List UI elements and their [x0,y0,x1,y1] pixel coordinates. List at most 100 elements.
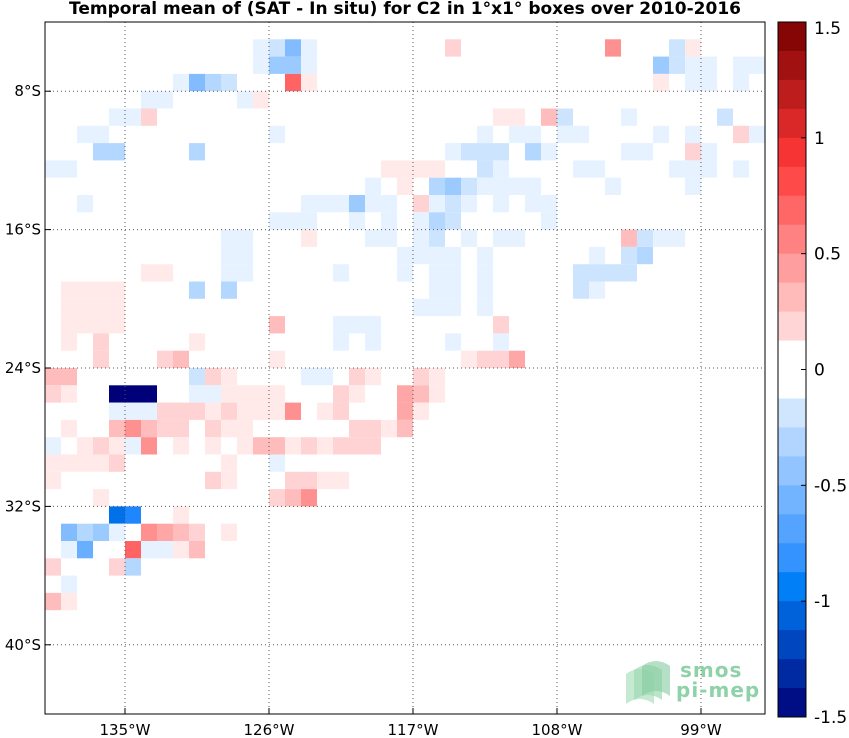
heatmap-cell [45,368,61,386]
heatmap-cell [349,437,365,455]
heatmap-cell [317,195,333,213]
heatmap-cell [61,368,77,386]
heatmap-cell [301,437,317,455]
colorbar-tick-label: 0.5 [814,245,841,265]
heatmap-cell [109,143,125,161]
y-tick-label: 24°S [5,359,41,377]
colorbar-step [778,311,806,342]
heatmap-cell [269,402,285,420]
heatmap-cell [701,160,717,178]
heatmap-cell [477,160,493,178]
heatmap-cell [429,385,445,403]
colorbar-step [778,195,806,226]
heatmap-cell [253,437,269,455]
colorbar-step [778,659,806,689]
heatmap-cell [173,402,189,420]
heatmap-cell [253,56,269,74]
colorbar-step [778,688,806,718]
heatmap-cell [477,246,493,265]
heatmap-cell [77,298,93,317]
heatmap-cell [157,91,173,109]
heatmap-cell [445,246,461,265]
heatmap-cell [317,437,333,455]
colorbar-step [778,398,806,428]
heatmap-cell [317,368,333,386]
heatmap-cell [413,368,429,386]
heatmap-cell [381,160,397,178]
heatmap-cell [461,177,477,195]
heatmap-cell [477,264,493,282]
heatmap-cell [477,298,493,317]
colorbar-step [778,572,806,602]
heatmap-cells [45,39,765,611]
heatmap-cell [445,333,461,351]
heatmap-cell [125,558,141,576]
heatmap-cell [269,39,285,57]
heatmap-cell [525,177,541,195]
heatmap-cell [221,419,237,438]
heatmap-cell [653,229,669,247]
heatmap-cell [109,454,125,472]
heatmap-cell [493,229,509,247]
graticule [45,22,765,714]
heatmap-cell [189,368,205,386]
heatmap-cell [301,195,317,213]
y-tick-label: 32°S [5,497,41,515]
heatmap-cell [333,471,349,490]
heatmap-cell [237,264,253,282]
heatmap-cell [493,177,509,195]
heatmap-cell [45,385,61,403]
heatmap-cell [349,212,365,230]
colorbar-step [778,456,806,486]
heatmap-cell [365,316,381,334]
heatmap-cell [317,471,333,490]
heatmap-cell [413,229,429,247]
heatmap-cell [93,316,109,334]
heatmap-cell [61,419,77,438]
heatmap-cell [45,558,61,576]
heatmap-cell [477,281,493,299]
heatmap-cell [573,264,589,282]
heatmap-cell [45,592,61,611]
heatmap-cell [349,316,365,334]
heatmap-cell [221,246,237,265]
heatmap-cell [397,160,413,178]
heatmap-cell [77,316,93,334]
heatmap-cell [637,229,653,247]
colorbar-step [778,543,806,573]
heatmap-cell [365,177,381,195]
colorbar-step [778,253,806,284]
heatmap-cell [221,281,237,299]
heatmap-cell [141,108,157,126]
colorbar-step [778,485,806,515]
colorbar-step [778,427,806,457]
heatmap-cell [605,177,621,195]
heatmap-cell [333,402,349,420]
heatmap-cell [397,264,413,282]
y-tick-label: 8°S [14,82,41,100]
longitude-ticks: 135°W 126°W 117°W 108°W 99°W [100,708,722,738]
heatmap-cell [365,333,381,351]
heatmap-cell [701,73,717,92]
heatmap-cell [125,437,141,455]
heatmap-cell [477,125,493,144]
heatmap-cell [669,229,685,247]
heatmap-cell [461,143,477,161]
heatmap-cell [349,419,365,438]
heatmap-cell [269,437,285,455]
heatmap-cell [509,125,525,144]
heatmap-cell [157,402,173,420]
x-tick-label: 99°W [680,721,722,738]
heatmap-cell [269,385,285,403]
heatmap-cell [525,195,541,213]
heatmap-cell [589,264,605,282]
heatmap-cell [237,229,253,247]
heatmap-cell [109,419,125,438]
heatmap-cell [141,264,157,282]
heatmap-cell [61,523,77,541]
heatmap-cell [301,39,317,57]
x-tick-label: 108°W [532,721,583,738]
logo-text-pimep: pi-mep [676,678,761,702]
colorbar-step [778,282,806,313]
heatmap-cell [605,39,621,57]
